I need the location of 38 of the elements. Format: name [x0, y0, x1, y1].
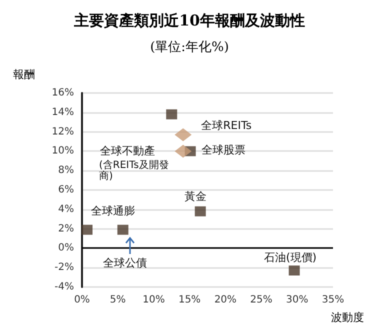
- point: [166, 109, 178, 120]
- x-tick-label: 0%: [74, 294, 90, 306]
- point: [117, 224, 128, 235]
- x-axis-title: 波動度: [331, 311, 364, 324]
- x-tick-label: 5%: [110, 294, 126, 306]
- x-tick-label: 30%: [286, 294, 308, 306]
- point: [174, 144, 192, 158]
- x-tick-label: 15%: [178, 294, 201, 306]
- annotation: 全球股票: [201, 144, 246, 157]
- chart-title: 主要資產類別近10年報酬及波動性: [73, 12, 305, 30]
- annotation: 全球通膨: [91, 204, 136, 218]
- annotation: 全球REITs: [201, 119, 252, 132]
- y-tick-label: 10%: [52, 146, 74, 157]
- y-tick-label: 6%: [58, 184, 74, 196]
- annotation: 全球公債: [102, 256, 147, 270]
- point: [174, 128, 192, 142]
- annotation: (含REITs及開發商): [99, 159, 169, 182]
- y-tick-label: -4%: [54, 282, 74, 292]
- x-tick-label: 20%: [214, 294, 237, 306]
- y-tick-label: 4%: [58, 204, 74, 215]
- point: [194, 206, 206, 216]
- x-tick-label: 35%: [322, 294, 344, 306]
- y-tick-label: 14%: [52, 106, 74, 118]
- point: [82, 224, 93, 235]
- x-tick-label: 25%: [250, 294, 272, 306]
- y-tick-label: 0%: [58, 242, 74, 254]
- y-tick-label: -2%: [54, 262, 74, 274]
- chart-subtitle: (單位:年化%): [150, 40, 229, 55]
- annotation: 石油(現價): [264, 251, 317, 264]
- point: [288, 266, 300, 276]
- y-axis-title: 報酬: [13, 68, 35, 81]
- x-tick-label: 10%: [142, 294, 165, 306]
- y-tick-label: 16%: [52, 88, 74, 98]
- annotation: 全球不動產: [100, 144, 156, 158]
- y-tick-label: 2%: [58, 223, 74, 234]
- annotation: 黃金: [184, 190, 206, 203]
- y-tick-label: 12%: [52, 126, 74, 138]
- y-tick-label: 8%: [58, 165, 74, 176]
